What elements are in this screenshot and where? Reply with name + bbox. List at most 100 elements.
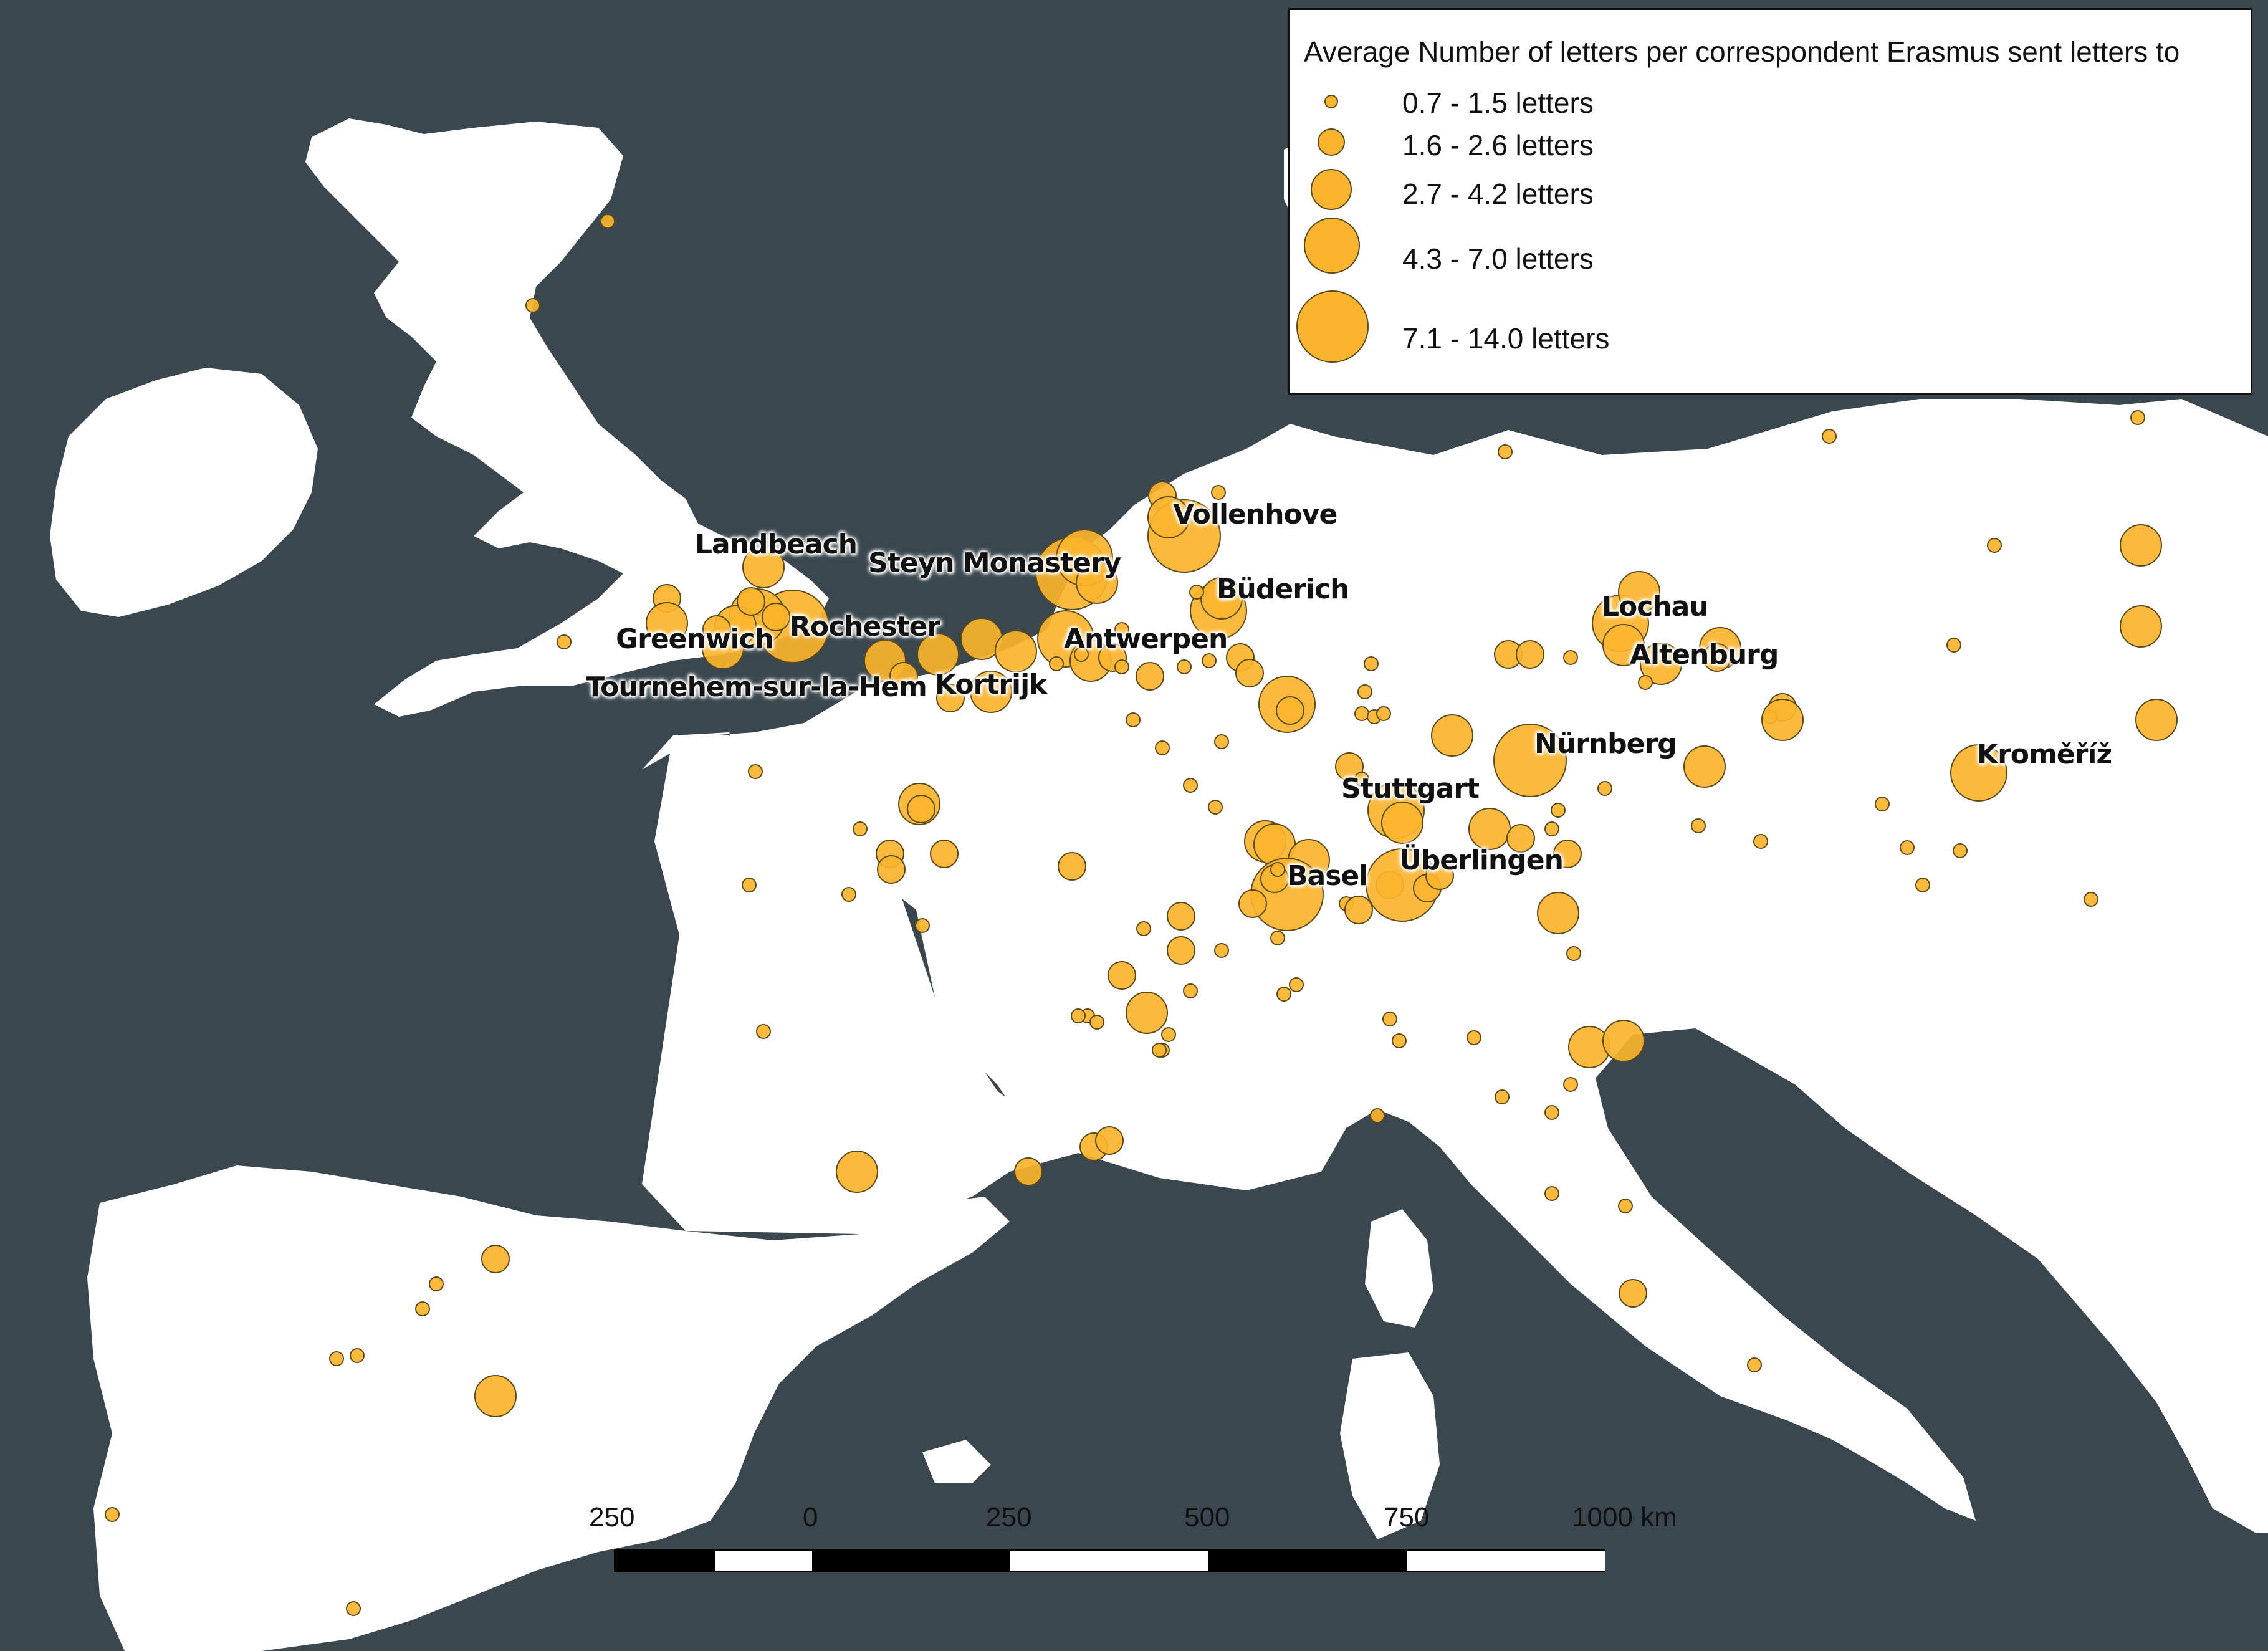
correspondent-symbol[interactable] <box>1619 1279 1647 1308</box>
correspondent-symbol[interactable] <box>1563 1077 1578 1092</box>
correspondent-symbol[interactable] <box>1344 896 1373 924</box>
correspondent-symbol[interactable] <box>1618 571 1660 613</box>
correspondent-symbol[interactable] <box>1189 585 1204 600</box>
correspondent-symbol[interactable] <box>877 855 906 884</box>
correspondent-symbol[interactable] <box>756 1024 771 1039</box>
correspondent-symbol[interactable] <box>1202 653 1217 668</box>
correspondent-symbol[interactable] <box>1167 902 1195 931</box>
correspondent-symbol[interactable] <box>1392 1033 1407 1048</box>
correspondent-symbol[interactable] <box>1289 977 1304 992</box>
correspondent-symbol[interactable] <box>1950 744 2007 802</box>
correspondent-symbol[interactable] <box>557 634 572 649</box>
correspondent-symbol[interactable] <box>1370 1108 1385 1123</box>
correspondent-symbol[interactable] <box>836 1151 878 1193</box>
correspondent-symbol[interactable] <box>481 1245 510 1273</box>
correspondent-symbol[interactable] <box>702 615 731 644</box>
correspondent-symbol[interactable] <box>1875 797 1890 811</box>
correspondent-symbol[interactable] <box>748 764 763 779</box>
correspondent-symbol[interactable] <box>1602 624 1645 666</box>
correspondent-symbol[interactable] <box>1566 946 1581 961</box>
correspondent-symbol[interactable] <box>1095 1126 1124 1155</box>
correspondent-symbol[interactable] <box>1467 1030 1481 1045</box>
correspondent-symbol[interactable] <box>1235 659 1264 687</box>
correspondent-symbol[interactable] <box>346 1601 361 1616</box>
correspondent-symbol[interactable] <box>1638 675 1653 690</box>
correspondent-symbol[interactable] <box>350 1348 365 1363</box>
correspondent-symbol[interactable] <box>1597 781 1612 796</box>
correspondent-symbol[interactable] <box>1114 659 1129 674</box>
correspondent-symbol[interactable] <box>1382 1012 1397 1026</box>
correspondent-symbol[interactable] <box>1822 429 1837 444</box>
correspondent-symbol[interactable] <box>907 795 935 823</box>
correspondent-symbol[interactable] <box>1214 734 1229 749</box>
correspondent-symbol[interactable] <box>1703 643 1731 672</box>
correspondent-symbol[interactable] <box>1544 1186 1559 1201</box>
correspondent-symbol[interactable] <box>1208 800 1223 815</box>
correspondent-symbol[interactable] <box>415 1301 430 1316</box>
correspondent-symbol[interactable] <box>1747 1357 1762 1372</box>
correspondent-symbol[interactable] <box>1183 778 1198 793</box>
correspondent-symbol[interactable] <box>1076 562 1118 604</box>
correspondent-symbol[interactable] <box>1354 706 1369 721</box>
correspondent-symbol[interactable] <box>1152 1043 1167 1058</box>
correspondent-symbol[interactable] <box>762 603 790 631</box>
correspondent-symbol[interactable] <box>1049 656 1064 671</box>
correspondent-symbol[interactable] <box>889 662 918 691</box>
correspondent-symbol[interactable] <box>1946 638 1961 653</box>
correspondent-symbol[interactable] <box>1270 862 1285 877</box>
correspondent-symbol[interactable] <box>600 214 615 229</box>
correspondent-symbol[interactable] <box>1074 647 1089 662</box>
correspondent-symbol[interactable] <box>742 878 757 892</box>
correspondent-symbol[interactable] <box>1161 1027 1176 1042</box>
correspondent-symbol[interactable] <box>105 1507 120 1522</box>
correspondent-symbol[interactable] <box>1900 840 1915 855</box>
correspondent-symbol[interactable] <box>917 633 959 676</box>
correspondent-symbol[interactable] <box>1136 662 1164 691</box>
correspondent-symbol[interactable] <box>742 546 785 588</box>
correspondent-symbol[interactable] <box>853 821 868 836</box>
correspondent-symbol[interactable] <box>1544 1105 1559 1120</box>
correspondent-symbol[interactable] <box>1126 992 1168 1034</box>
correspondent-symbol[interactable] <box>1276 987 1291 1002</box>
correspondent-symbol[interactable] <box>1498 444 1513 459</box>
correspondent-symbol[interactable] <box>429 1276 444 1291</box>
correspondent-symbol[interactable] <box>995 630 1037 672</box>
correspondent-symbol[interactable] <box>1551 803 1566 818</box>
correspondent-symbol[interactable] <box>646 602 688 644</box>
correspondent-symbol[interactable] <box>525 298 540 313</box>
correspondent-symbol[interactable] <box>1364 656 1379 671</box>
correspondent-symbol[interactable] <box>1357 684 1372 699</box>
correspondent-symbol[interactable] <box>1753 834 1768 849</box>
correspondent-symbol[interactable] <box>1915 878 1930 892</box>
correspondent-symbol[interactable] <box>329 1351 344 1366</box>
correspondent-symbol[interactable] <box>1071 1008 1086 1023</box>
correspondent-symbol[interactable] <box>2120 605 2162 648</box>
correspondent-symbol[interactable] <box>1987 538 2002 553</box>
correspondent-symbol[interactable] <box>1553 840 1582 868</box>
correspondent-symbol[interactable] <box>1136 921 1151 936</box>
correspondent-symbol[interactable] <box>1537 892 1579 934</box>
correspondent-symbol[interactable] <box>1155 740 1170 755</box>
correspondent-symbol[interactable] <box>1200 577 1243 620</box>
correspondent-symbol[interactable] <box>2120 524 2162 567</box>
correspondent-symbol[interactable] <box>1183 983 1198 998</box>
correspondent-symbol[interactable] <box>737 587 765 616</box>
correspondent-symbol[interactable] <box>1506 824 1535 853</box>
correspondent-symbol[interactable] <box>1238 889 1267 918</box>
correspondent-symbol[interactable] <box>1493 724 1567 797</box>
correspondent-symbol[interactable] <box>1563 650 1578 665</box>
correspondent-symbol[interactable] <box>1270 931 1285 945</box>
correspondent-symbol[interactable] <box>1468 808 1511 850</box>
correspondent-symbol[interactable] <box>1214 943 1229 958</box>
correspondent-symbol[interactable] <box>1058 852 1086 881</box>
correspondent-symbol[interactable] <box>936 684 965 712</box>
correspondent-symbol[interactable] <box>1381 802 1423 844</box>
correspondent-symbol[interactable] <box>1147 496 1190 538</box>
correspondent-symbol[interactable] <box>1761 699 1804 741</box>
correspondent-symbol[interactable] <box>930 840 959 868</box>
correspondent-symbol[interactable] <box>915 918 930 933</box>
correspondent-symbol[interactable] <box>1618 1199 1633 1213</box>
correspondent-symbol[interactable] <box>1544 821 1559 836</box>
correspondent-symbol[interactable] <box>1683 745 1726 788</box>
correspondent-symbol[interactable] <box>1276 696 1304 725</box>
